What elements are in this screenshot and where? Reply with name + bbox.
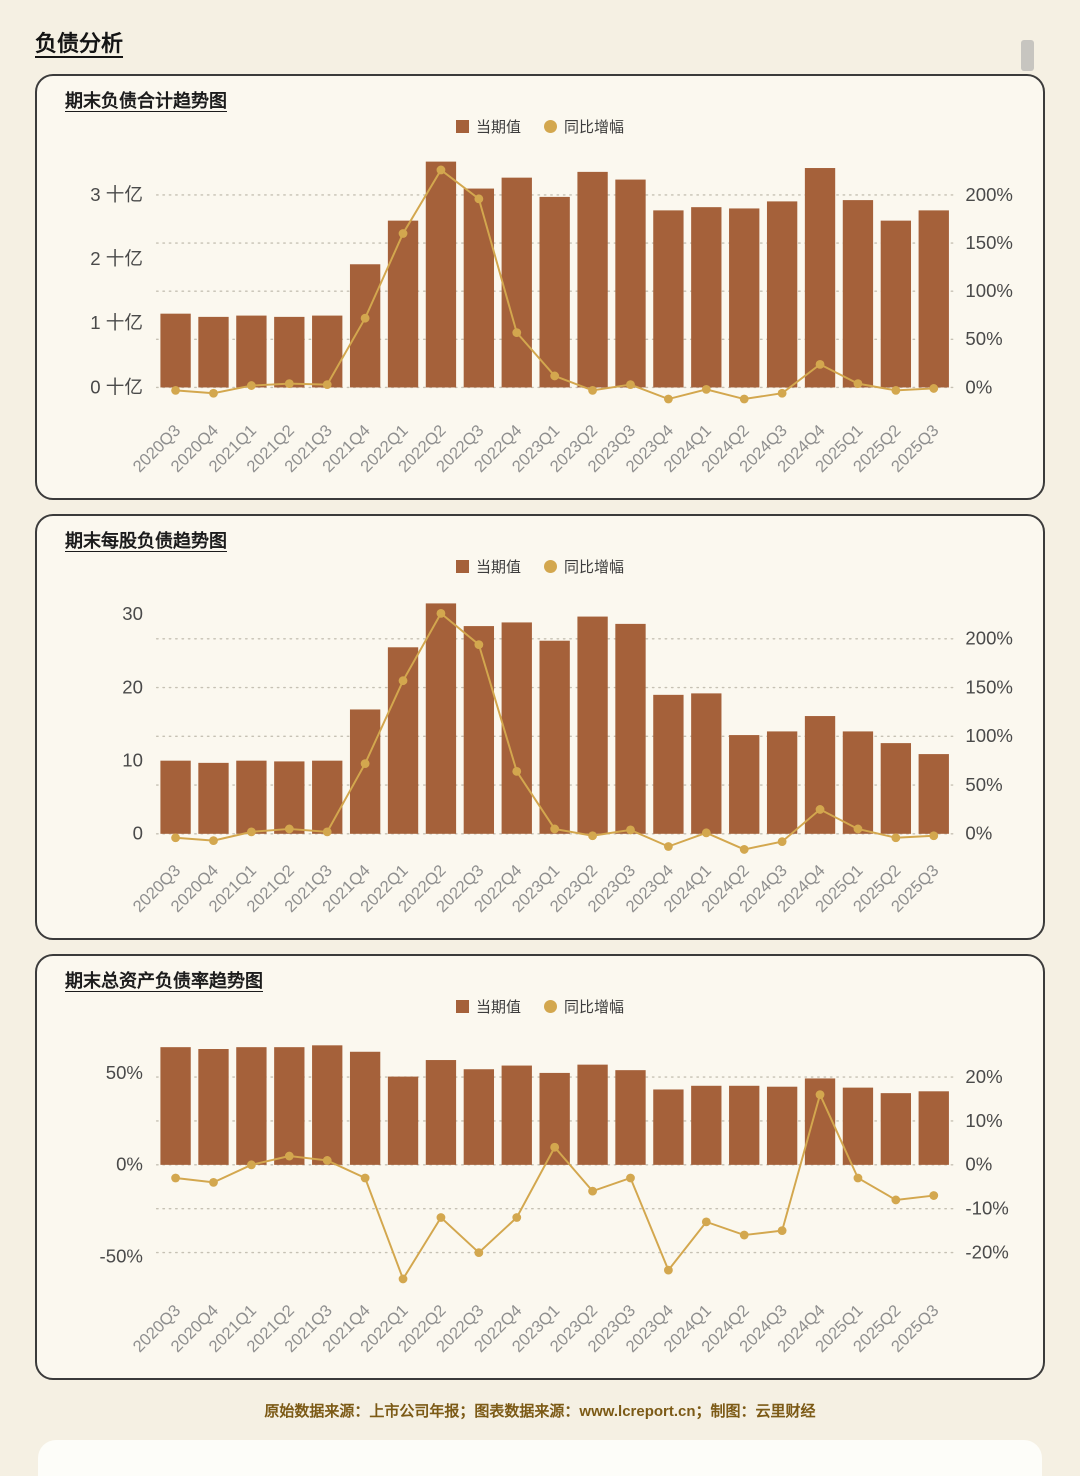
line-series-swatch-icon [544,120,557,133]
svg-text:0: 0 [133,823,143,844]
svg-text:20: 20 [122,676,143,697]
chart-title-per-share-debt: 期末每股负债趋势图 [65,530,227,551]
bar-series-swatch-icon [455,999,469,1013]
panel-total-liabilities: 期末负债合计趋势图 当期值 同比增幅 0% 50% 100% 150% 200% 0 十亿… [35,74,1045,500]
total-liabilities-chart: 0%50%100%150%200%0 十亿1 十亿2 十亿3 十亿2020Q32… [90,161,1013,476]
scrollbar-thumb[interactable] [1021,40,1034,71]
svg-text:20%: 20% [965,1066,1002,1087]
page-title: 负债分析 [35,31,124,56]
svg-text:100%: 100% [965,280,1013,301]
bar-series-label: 当期值 [475,998,521,1016]
bar-series-swatch-icon [455,559,469,573]
svg-text:0%: 0% [965,1154,992,1175]
svg-text:200%: 200% [965,184,1013,205]
svg-text:-10%: -10% [965,1198,1008,1219]
bar-series-label: 当期值 [475,558,521,576]
svg-text:1 十亿: 1 十亿 [90,312,143,333]
svg-text:200%: 200% [965,628,1013,649]
svg-text:10%: 10% [965,1110,1002,1131]
line-series-swatch-icon [544,559,557,573]
line-series-label: 同比增幅 [564,558,625,576]
svg-text:0 十亿: 0 十亿 [90,376,143,397]
line-series-swatch-icon [544,999,557,1013]
chart-legend: 当期值 同比增幅 [51,116,1029,137]
svg-text:50%: 50% [965,774,1002,795]
bar-series-label: 当期值 [475,119,521,136]
svg-text:0%: 0% [965,376,992,397]
debt-ratio-chart: -20%-10%0%10%20%-50%0%50%2020Q32020Q4202… [100,1045,1009,1356]
svg-text:30: 30 [122,603,143,624]
panel-debt-to-asset-ratio: 期末总资产负债率趋势图 当期值 同比增幅 -20% -10% 0% 10% 20% -50… [35,953,1045,1380]
chart-title-total-liabilities: 期末负债合计趋势图 [65,91,227,111]
svg-text:50%: 50% [106,1062,143,1083]
line-series-label: 同比增幅 [564,998,625,1016]
svg-text:-50%: -50% [100,1246,143,1267]
svg-text:-20%: -20% [965,1241,1008,1262]
svg-text:3 十亿: 3 十亿 [90,184,143,205]
footer-source: 原始数据来源：上市公司年报；图表数据来源：www.lcreport.cn；制图：… [264,1402,816,1420]
panel-per-share-debt: 期末每股负债趋势图 当期值 同比增幅 0% 50% 100% 150% 200% 0 10 2… [35,513,1045,940]
svg-text:150%: 150% [965,676,1013,697]
line-series-label: 同比增幅 [564,119,625,136]
svg-text:100%: 100% [965,725,1013,746]
chart-legend: 当期值 同比增幅 [51,556,1029,577]
svg-text:0%: 0% [116,1154,143,1175]
page-header: 负债分析 [35,26,1045,58]
chart-title-debt-ratio: 期末总资产负债率趋势图 [65,970,263,991]
per-share-debt-chart: 0%50%100%150%200%01020302020Q32020Q42021… [122,603,1013,916]
svg-text:10: 10 [122,750,143,771]
svg-text:50%: 50% [965,328,1002,349]
svg-text:150%: 150% [965,232,1013,253]
bottom-card [38,1440,1042,1476]
chart-legend: 当期值 同比增幅 [51,996,1029,1017]
svg-text:2 十亿: 2 十亿 [90,248,143,269]
svg-text:0%: 0% [965,823,992,844]
bar-series-swatch-icon [455,120,469,133]
